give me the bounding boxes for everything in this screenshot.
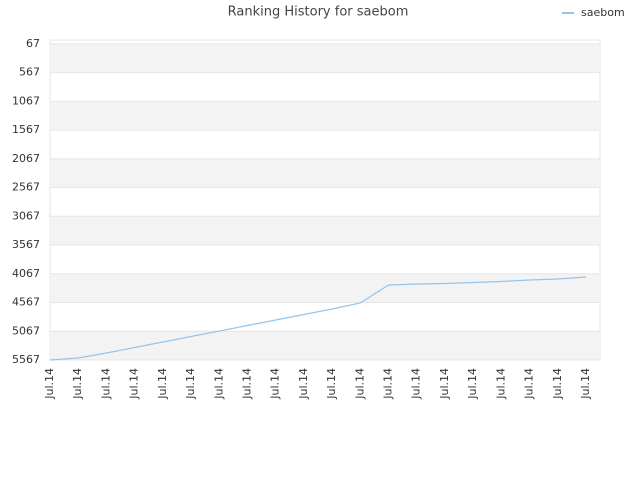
x-tick-label: Jul.14	[99, 368, 112, 400]
x-tick-label: Jul.14	[551, 368, 564, 400]
x-tick-label: Jul.14	[156, 368, 169, 400]
y-tick-label: 1567	[12, 123, 40, 136]
x-tick-label: Jul.14	[184, 368, 197, 400]
x-tick-label: Jul.14	[438, 368, 451, 400]
x-tick-label: Jul.14	[382, 368, 395, 400]
x-tick-label: Jul.14	[410, 368, 423, 400]
y-tick-label: 5567	[12, 353, 40, 366]
x-tick-label: Jul.14	[269, 368, 282, 400]
grid-band	[50, 331, 600, 360]
grid-band	[50, 43, 600, 73]
y-tick-label: 67	[26, 37, 40, 50]
grid-band	[50, 101, 600, 131]
y-tick-label: 3567	[12, 238, 40, 251]
chart-title: Ranking History for saebom	[228, 5, 409, 20]
x-tick-label: Jul.14	[523, 368, 536, 400]
series-line	[49, 276, 587, 361]
plot-background	[49, 39, 601, 361]
x-tick-label: Jul.14	[579, 368, 592, 400]
x-tick-label: Jul.14	[297, 368, 310, 400]
y-tick-label: 2067	[12, 152, 40, 165]
x-tick-label: Jul.14	[71, 368, 84, 400]
y-tick-label: 4067	[12, 267, 40, 280]
y-tick-label: 1067	[12, 94, 40, 107]
y-tick-label: 2567	[12, 181, 40, 194]
x-tick-label: Jul.14	[128, 368, 141, 400]
y-tick-label: 567	[19, 66, 40, 79]
y-tick-label: 4567	[12, 296, 40, 309]
grid-band	[50, 216, 600, 246]
y-tick-label: 5067	[12, 324, 40, 337]
grid-band	[50, 273, 600, 303]
x-tick-label: Jul.14	[325, 368, 338, 400]
x-tick-label: Jul.14	[212, 368, 225, 400]
x-tick-label: Jul.14	[353, 368, 366, 400]
grid-band	[50, 158, 600, 188]
y-tick-label: 3067	[12, 209, 40, 222]
x-tick-label: Jul.14	[466, 368, 479, 400]
x-tick-label: Jul.14	[240, 368, 253, 400]
x-tick-label: Jul.14	[43, 368, 56, 400]
x-tick-label: Jul.14	[494, 368, 507, 400]
legend-label: saebom	[581, 6, 625, 19]
